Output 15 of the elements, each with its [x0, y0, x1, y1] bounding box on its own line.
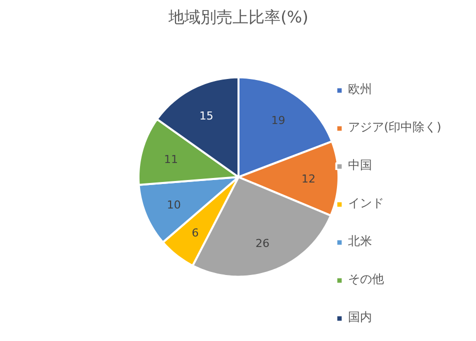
- data-label: 15: [199, 110, 214, 123]
- legend-label: 欧州: [348, 81, 372, 98]
- chart-title: 地域別売上比率(%): [168, 8, 308, 26]
- legend-label: アジア(印中除く): [348, 119, 442, 136]
- data-label: 11: [164, 152, 178, 166]
- data-label: 6: [192, 226, 199, 240]
- data-label: 19: [271, 114, 286, 128]
- legend-label: インド: [348, 195, 384, 212]
- legend-label: 北米: [348, 233, 372, 250]
- data-label: 26: [255, 237, 270, 250]
- legend-label: 中国: [348, 157, 372, 174]
- data-label: 10: [166, 198, 181, 212]
- legend-label: 国内: [348, 309, 372, 326]
- data-label: 12: [301, 172, 316, 186]
- legend-label: その他: [348, 271, 384, 288]
